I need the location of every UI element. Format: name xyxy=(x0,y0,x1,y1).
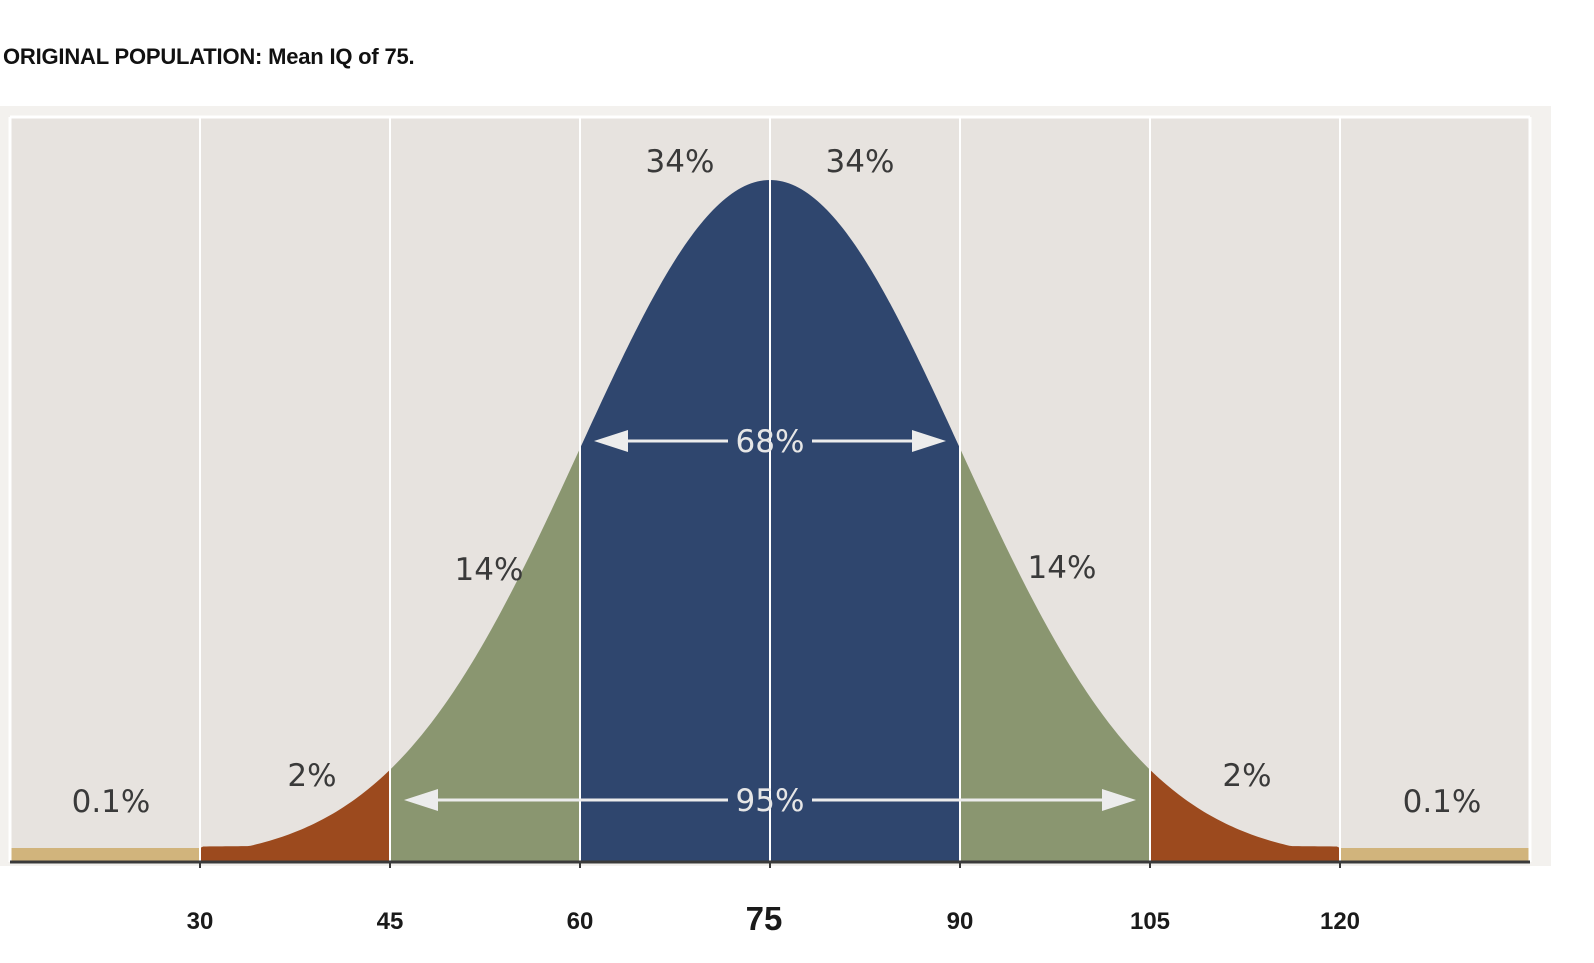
region-label-3: 34% xyxy=(646,144,715,180)
region-label-4: 34% xyxy=(826,144,895,180)
x-tick-label-105: 105 xyxy=(1130,908,1170,935)
region-label-5: 14% xyxy=(1028,550,1097,586)
region-0 xyxy=(10,848,200,862)
region-5 xyxy=(960,448,1150,862)
annotation-arrow-right-0 xyxy=(912,430,946,452)
region-7 xyxy=(1340,848,1530,862)
region-label-7: 0.1% xyxy=(1403,784,1482,820)
region-label-6: 2% xyxy=(1222,758,1271,794)
x-tick-label-90: 90 xyxy=(947,908,974,935)
chart-title: ORIGINAL POPULATION: Mean IQ of 75. xyxy=(3,44,415,69)
region-label-2: 14% xyxy=(455,552,524,588)
annotation-arrow-left-0 xyxy=(594,430,628,452)
region-label-1: 2% xyxy=(287,758,336,794)
annotation-arrow-left-1 xyxy=(404,789,438,811)
region-2 xyxy=(390,448,580,862)
x-tick-label-30: 30 xyxy=(187,908,214,935)
region-1 xyxy=(200,769,390,862)
annotation-label-1: 95% xyxy=(736,783,805,819)
annotation-arrow-right-1 xyxy=(1102,789,1136,811)
x-tick-label-120: 120 xyxy=(1320,908,1360,935)
region-6 xyxy=(1150,769,1340,862)
region-3 xyxy=(580,180,770,862)
region-4 xyxy=(770,180,960,862)
annotation-label-0: 68% xyxy=(736,424,805,460)
x-tick-label-75: 75 xyxy=(746,900,783,937)
x-tick-label-60: 60 xyxy=(567,908,594,935)
x-tick-label-45: 45 xyxy=(377,908,404,935)
region-label-0: 0.1% xyxy=(72,784,151,820)
